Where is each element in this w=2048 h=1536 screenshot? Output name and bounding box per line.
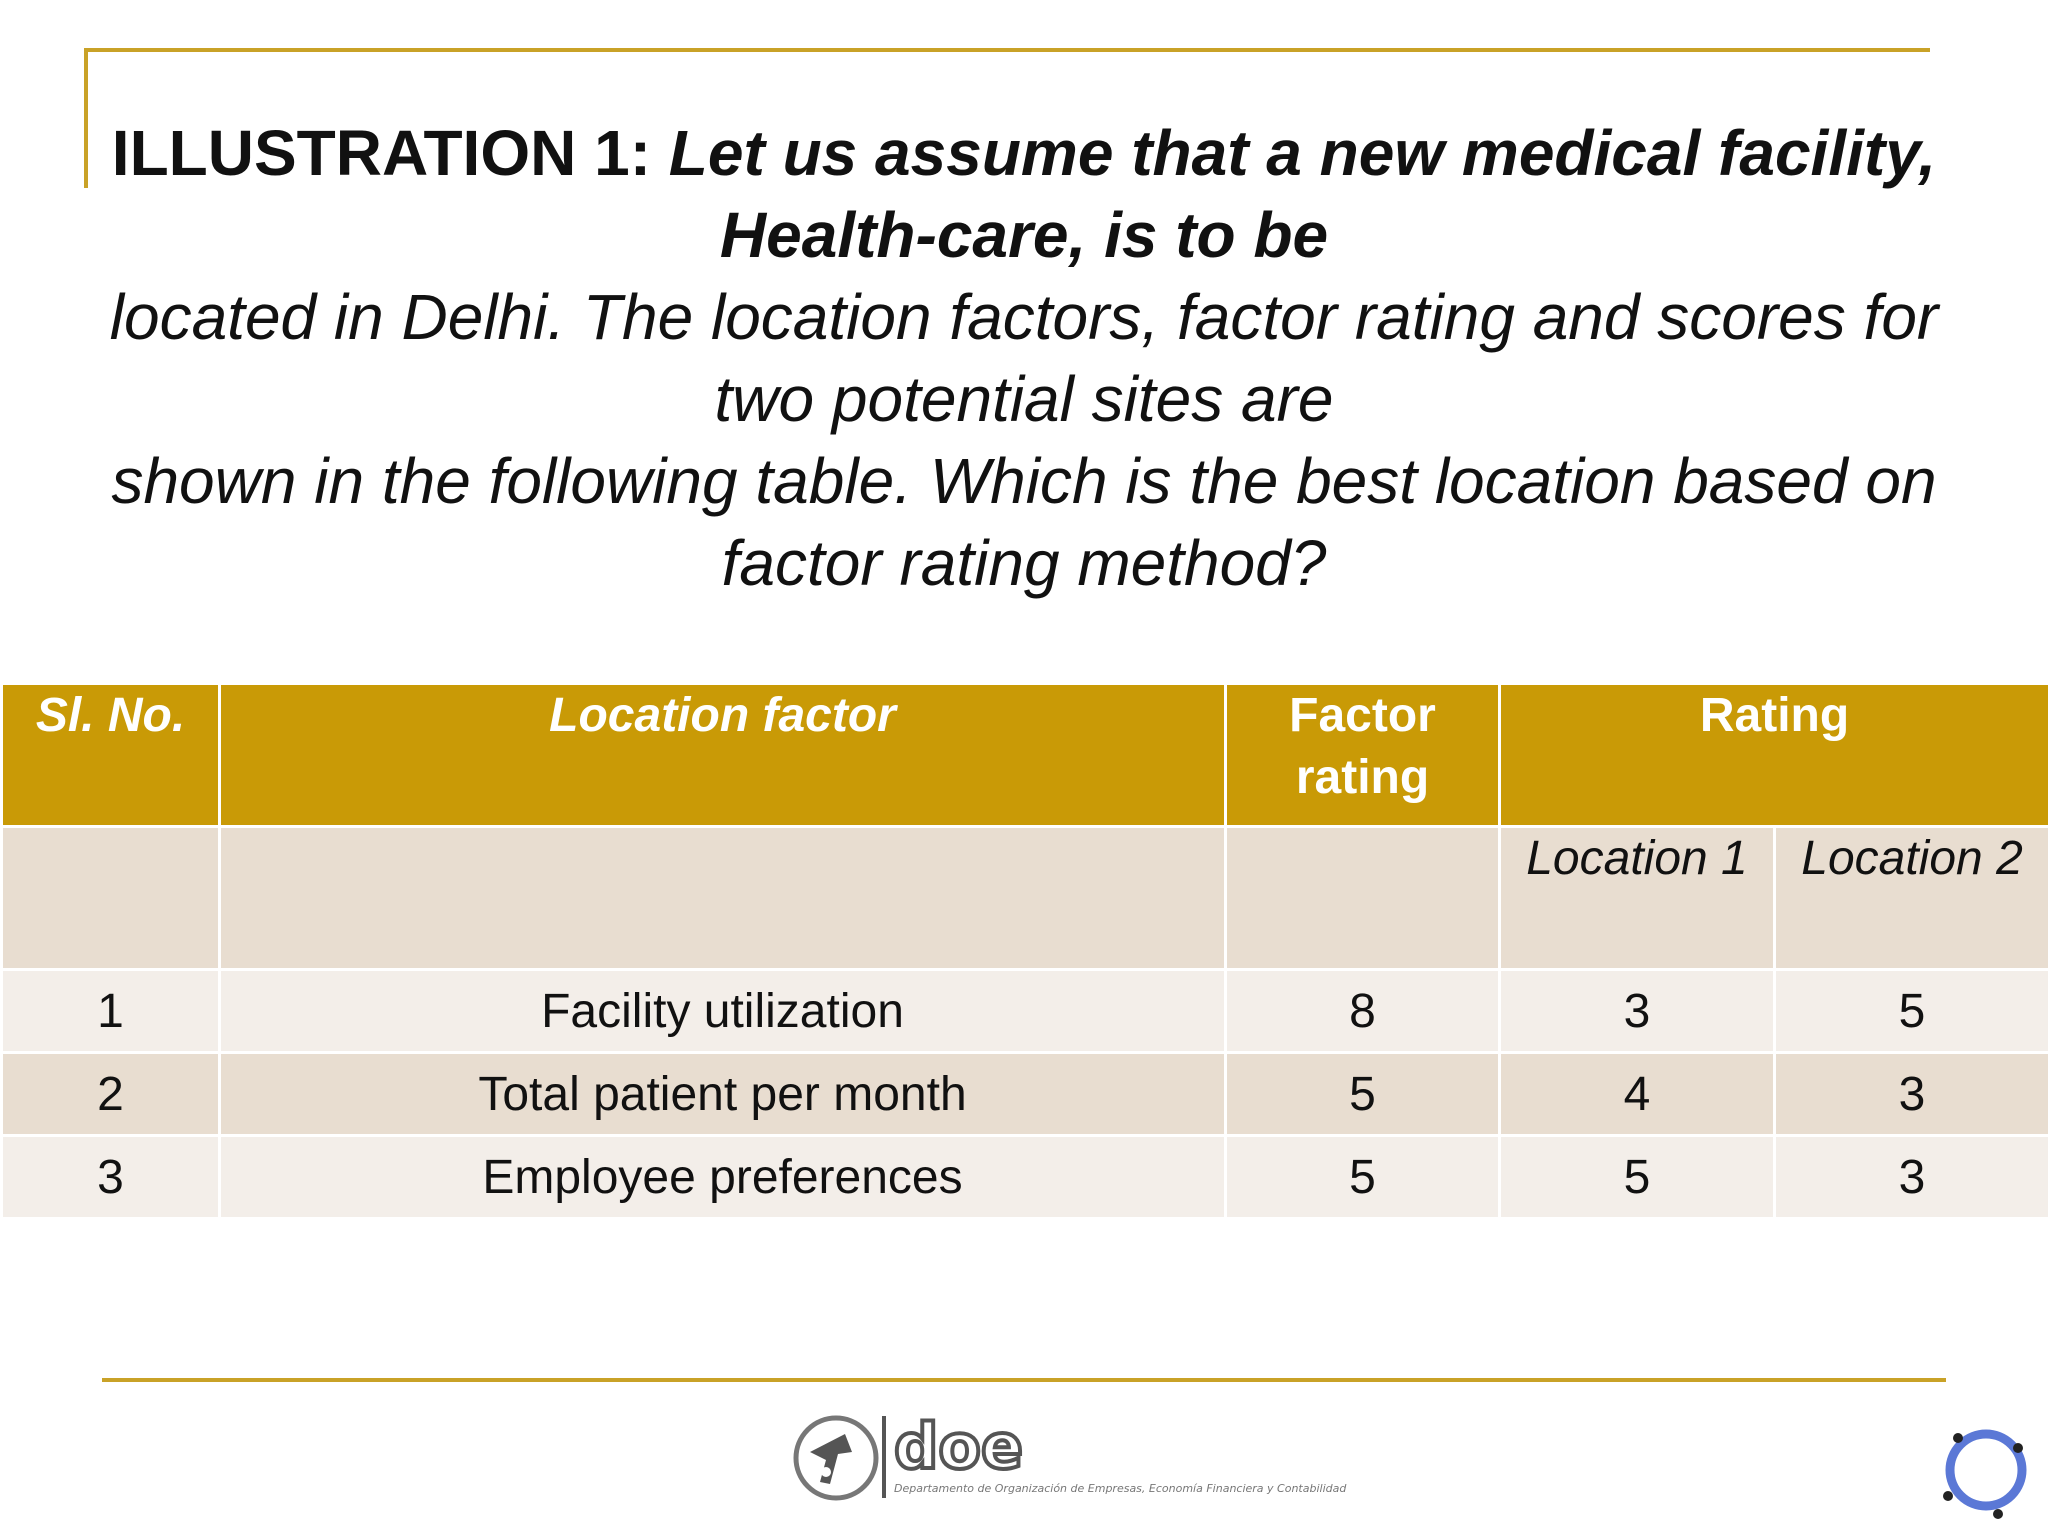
cell-sl: 2 [0,1051,221,1137]
cell-location-1: 4 [1498,1051,1776,1137]
subheader-location-1: Location 1 [1498,825,1776,971]
subheader-empty-1 [0,825,221,971]
cell-location-2: 3 [1772,1051,2048,1137]
cell-factor: Total patient per month [218,1051,1227,1137]
header-factor-rating: Factor rating [1224,682,1501,828]
cell-location-2: 5 [1772,968,2048,1054]
table-header-row: Sl. No. Location factor Factor rating Ra… [0,682,2048,828]
cell-location-2: 3 [1772,1134,2048,1220]
table-subheader-row: Location 1 Location 2 [0,825,2048,971]
corner-ring-icon [1943,1429,2027,1519]
bottom-rule [102,1378,1946,1382]
top-rule [84,48,1930,52]
slide-title: ILLUSTRATION 1: Let us assume that a new… [90,112,1958,604]
cell-sl: 1 [0,968,221,1054]
title-lead: ILLUSTRATION 1: [111,117,669,189]
doe-logo: doe Departamento de Organización de Empr… [793,1412,1347,1501]
cell-factor: Facility utilization [218,968,1227,1054]
title-line-3: shown in the following table. Which is t… [111,445,1937,599]
left-rule [84,48,88,188]
header-rating: Rating [1497,682,2048,828]
cell-factor-rating: 5 [1224,1134,1501,1220]
table-row: 1 Facility utilization 8 3 5 [0,968,2048,1054]
cell-factor-rating: 8 [1224,968,1501,1054]
cell-sl: 3 [0,1134,221,1220]
cell-location-1: 3 [1498,968,1776,1054]
cell-factor-rating: 5 [1224,1051,1501,1137]
cell-factor: Employee preferences [218,1134,1227,1220]
title-line-2: located in Delhi. The location factors, … [109,281,1939,435]
subheader-empty-3 [1224,825,1501,971]
header-sl-no: Sl. No. [0,682,221,828]
header-location-factor: Location factor [218,682,1227,828]
table-row: 2 Total patient per month 5 4 3 [0,1051,2048,1137]
logo-caption: Departamento de Organización de Empresas… [894,1482,1347,1495]
subheader-location-2: Location 2 [1772,825,2048,971]
title-bold-italic: Let us assume that a new medical facilit… [668,117,1937,271]
factor-rating-table: Sl. No. Location factor Factor rating Ra… [0,682,2048,1220]
doe-emblem-icon [793,1415,879,1501]
logo-word: doe [894,1412,1023,1483]
subheader-empty-2 [218,825,1227,971]
cell-location-1: 5 [1498,1134,1776,1220]
table-row: 3 Employee preferences 5 5 3 [0,1134,2048,1220]
